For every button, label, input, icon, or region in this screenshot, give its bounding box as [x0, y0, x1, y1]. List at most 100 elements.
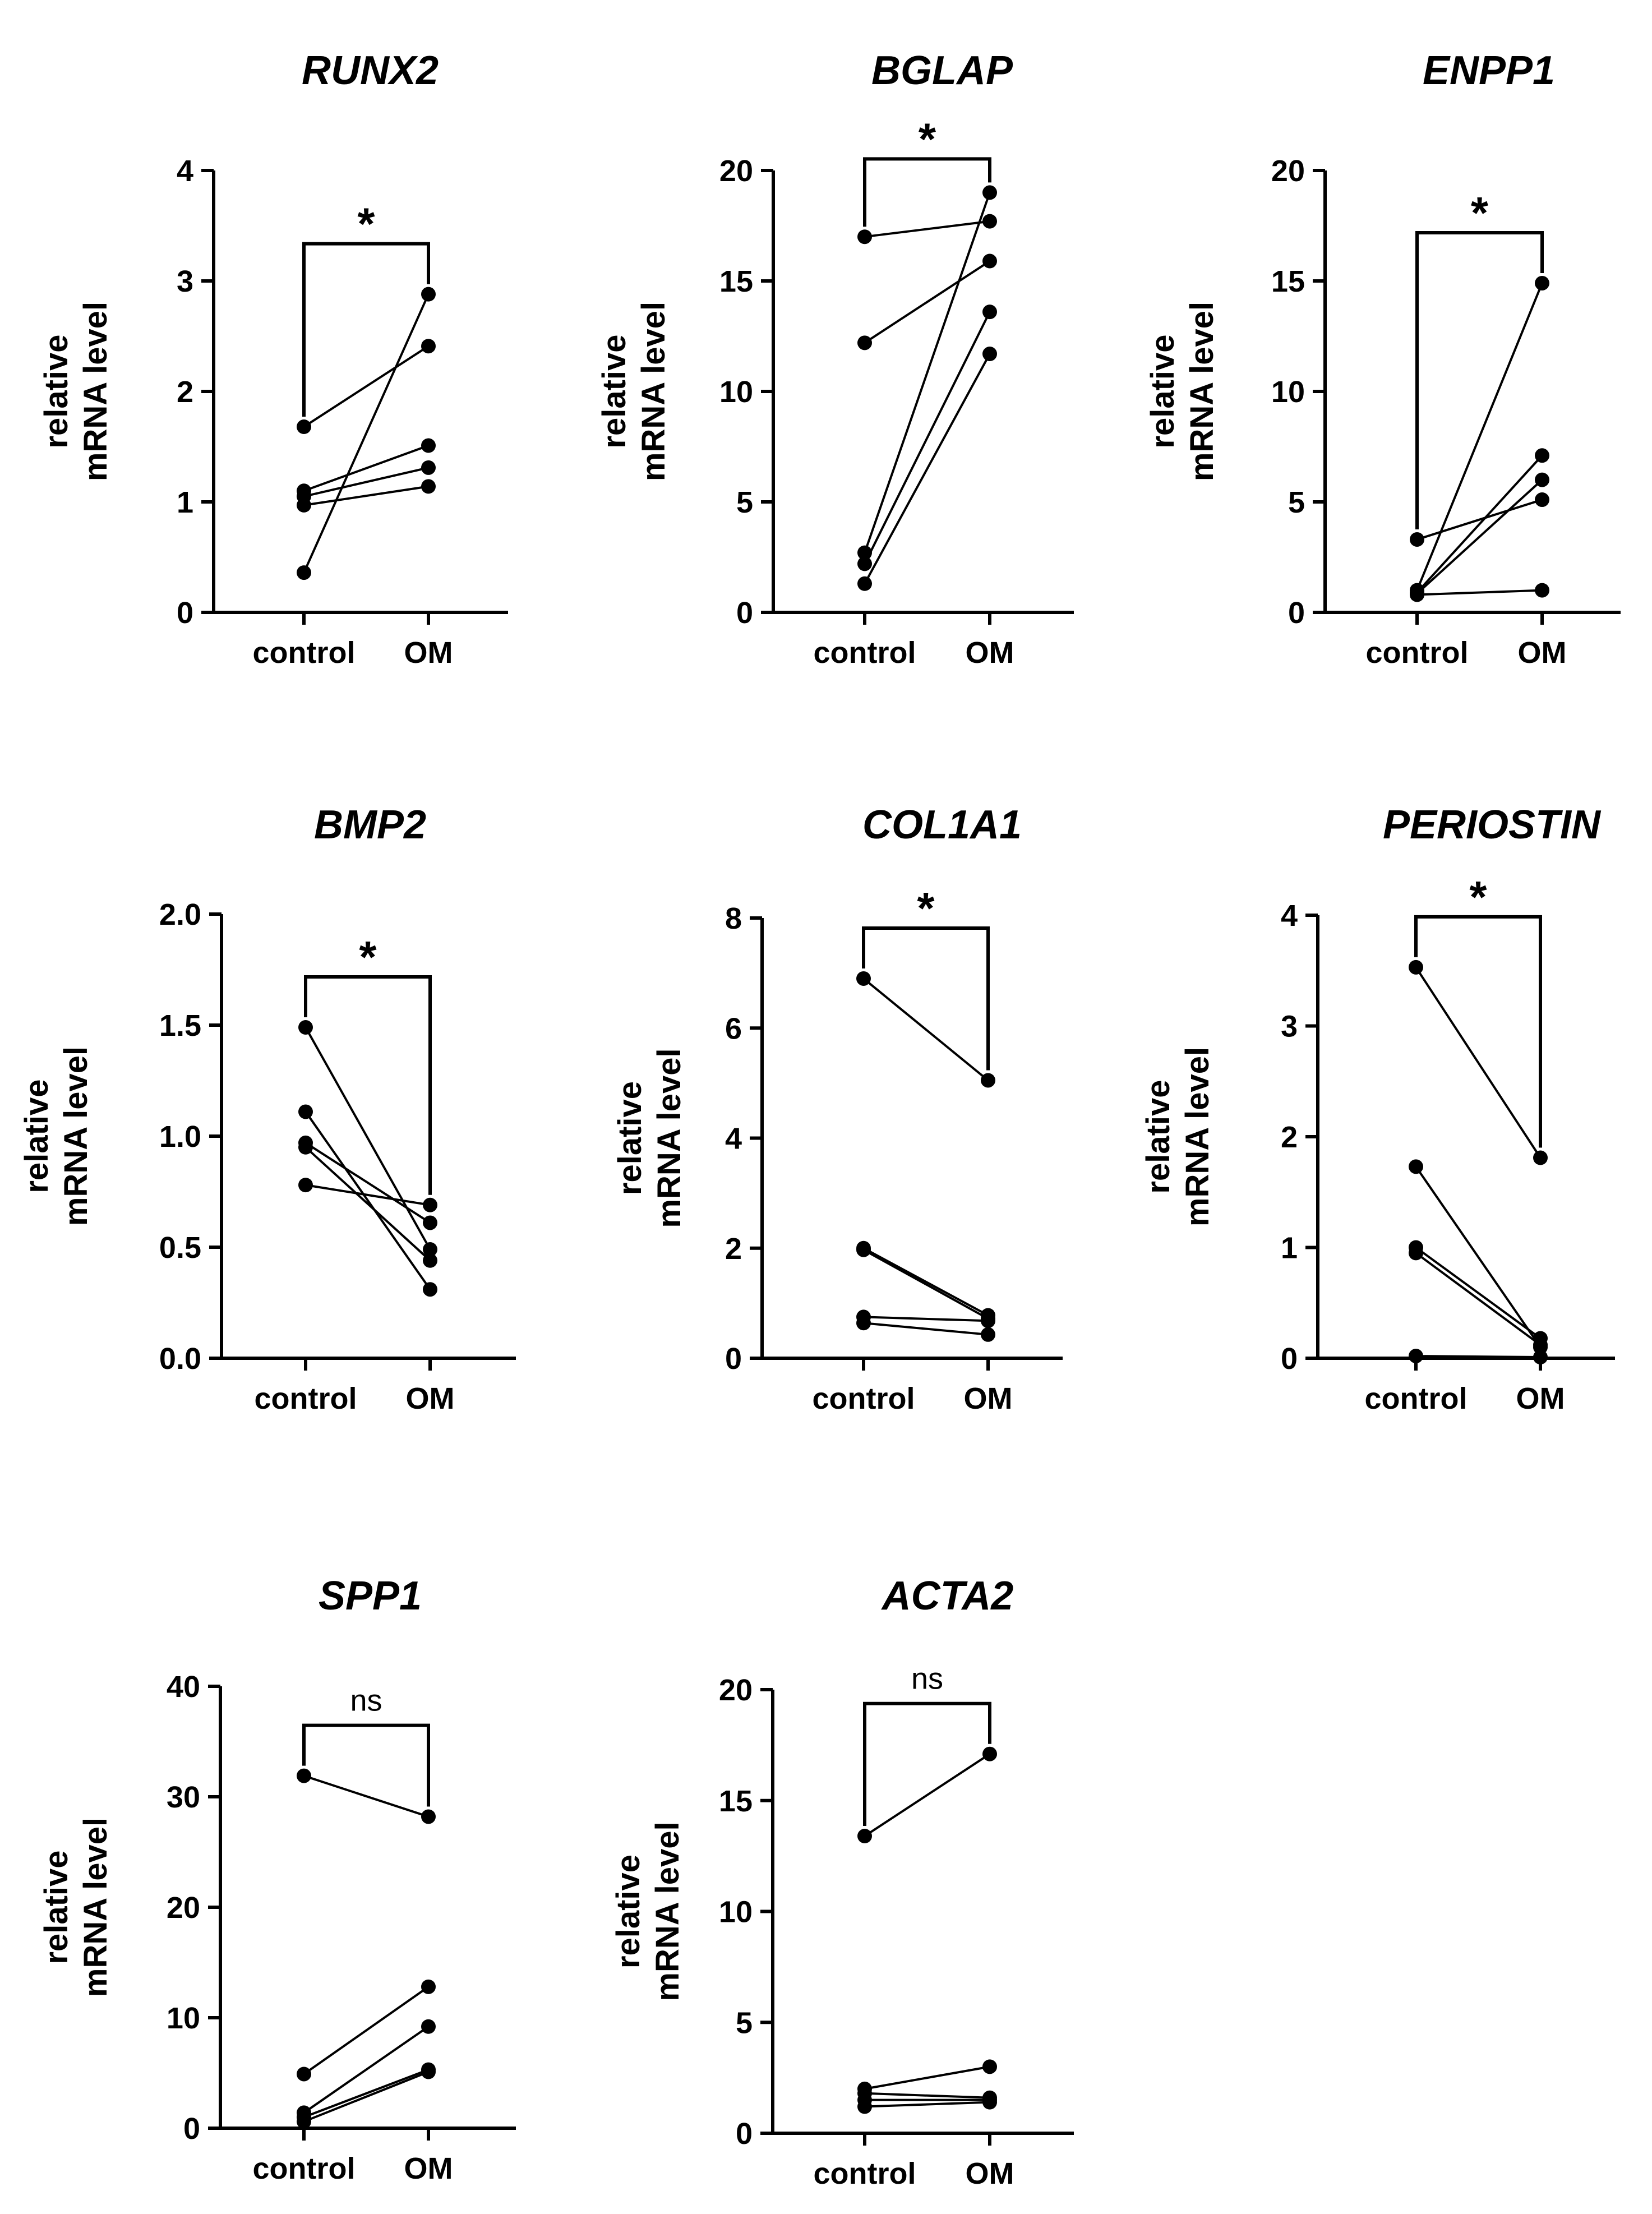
data-point-om: [423, 1242, 437, 1257]
paired-line: [862, 977, 989, 1082]
y-axis-label-line2: mRNA level: [77, 1818, 114, 1997]
significance-bracket: [304, 975, 432, 1195]
y-tick-label: 0: [725, 1342, 742, 1376]
y-tick-label: 4: [1281, 899, 1298, 933]
y-axis-label-line2: mRNA level: [1184, 302, 1220, 481]
data-point-om: [1533, 1350, 1548, 1365]
y-axis-label-line2: mRNA level: [1179, 1047, 1216, 1226]
y-axis-label-line2: mRNA level: [649, 1821, 686, 2001]
data-point-om: [982, 214, 997, 229]
paired-line: [1416, 454, 1543, 593]
data-point-control: [297, 565, 311, 580]
paired-line: [303, 1986, 430, 2075]
chart-panel-bmp2: BMP2 relative mRNA level 0.0 0.5 1.0 1.5 2.0 con…: [19, 802, 516, 1415]
data-point-control: [298, 1140, 313, 1155]
data-point-control: [298, 1020, 313, 1035]
y-axis-label-line2: mRNA level: [77, 302, 114, 481]
paired-line: [304, 1146, 431, 1262]
data-point-control: [297, 419, 311, 435]
y-tick-label: 8: [725, 902, 742, 935]
paired-line: [303, 466, 429, 498]
paired-line: [1416, 479, 1543, 594]
chart-panel-periostin: PERIOSTIN relative mRNA level 0 1 2 3 4 control O…: [1140, 802, 1615, 1415]
paired-line: [1415, 1252, 1542, 1346]
y-axis-label-line1: relative: [38, 1850, 75, 1964]
y-tick-label: 5: [736, 486, 753, 519]
y-tick-label: 20: [1271, 154, 1305, 188]
data-point-om: [421, 438, 436, 453]
y-tick-label: 2: [1281, 1120, 1298, 1154]
paired-line: [305, 1184, 431, 1206]
y-tick-label: 1: [177, 486, 193, 519]
y-tick-label: 5: [736, 2006, 753, 2040]
data-point-control: [1410, 532, 1424, 547]
data-point-om: [1535, 583, 1549, 598]
paired-line: [864, 192, 991, 554]
data-point-control: [297, 497, 311, 513]
significance-label: *: [919, 114, 936, 164]
chart-panel-bglap: BGLAP relative mRNA level 0 5 10 15 20 control OM…: [596, 48, 1074, 670]
significance-bracket: [302, 242, 430, 417]
paired-line: [864, 2092, 990, 2099]
y-tick-label: 0.0: [159, 1342, 201, 1376]
data-point-om: [982, 347, 997, 362]
data-point-om: [421, 1809, 436, 1824]
y-tick-label: 15: [719, 1784, 753, 1818]
paired-line: [303, 444, 429, 492]
y-tick-label: 2: [725, 1232, 742, 1266]
x-tick-label-control: control: [1365, 1382, 1468, 1415]
y-tick-label: 0: [183, 2112, 200, 2146]
significance-label: *: [1471, 188, 1489, 238]
chart-title: PERIOSTIN: [1383, 802, 1602, 847]
data-point-control: [297, 1768, 311, 1783]
data-point-control: [1409, 960, 1423, 975]
y-tick-label: 0: [177, 596, 193, 630]
data-point-om: [423, 1197, 437, 1212]
significance-label: *: [917, 883, 935, 933]
y-tick-label: 15: [1271, 265, 1305, 298]
data-point-control: [297, 2114, 311, 2129]
y-tick-label: 2.0: [159, 898, 201, 931]
chart-title: BGLAP: [871, 48, 1013, 93]
y-tick-label: 3: [1281, 1010, 1298, 1044]
data-point-control: [857, 229, 872, 245]
paired-line: [303, 345, 430, 428]
chart-title: RUNX2: [302, 48, 439, 93]
y-tick-label: 0: [1288, 596, 1305, 630]
paired-line: [1415, 966, 1542, 1159]
data-point-om: [421, 339, 436, 354]
x-tick-label-om: OM: [1516, 1382, 1565, 1415]
x-tick-label-om: OM: [964, 1382, 1013, 1415]
data-point-om: [982, 253, 997, 269]
paired-line: [1415, 1246, 1542, 1340]
data-point-om: [982, 2095, 997, 2110]
data-point-om: [421, 287, 436, 302]
data-point-om: [423, 1282, 437, 1297]
chart-title: BMP2: [314, 802, 426, 847]
data-point-om: [421, 479, 436, 494]
y-tick-label: 5: [1288, 486, 1305, 519]
paired-line: [863, 1322, 989, 1336]
data-point-control: [857, 2099, 872, 2114]
data-point-om: [982, 1746, 997, 1761]
chart-title: COL1A1: [862, 802, 1022, 847]
y-tick-label: 10: [1271, 375, 1305, 409]
y-tick-label: 20: [719, 154, 753, 188]
y-tick-label: 10: [719, 1895, 753, 1929]
data-point-control: [857, 1829, 872, 1844]
x-tick-label-om: OM: [1518, 636, 1567, 670]
data-point-om: [1535, 492, 1549, 508]
paired-line: [1416, 283, 1543, 591]
data-point-control: [856, 971, 871, 986]
data-point-om: [421, 2064, 436, 2079]
y-tick-label: 0: [736, 2117, 753, 2151]
data-point-om: [423, 1215, 437, 1230]
paired-line: [864, 260, 991, 344]
x-tick-label-om: OM: [404, 636, 453, 670]
data-point-om: [982, 305, 997, 320]
y-tick-label: 10: [719, 375, 753, 409]
data-point-control: [857, 335, 872, 350]
y-tick-label: 20: [167, 1891, 200, 1925]
data-point-control: [856, 1316, 871, 1331]
chart-panel-col1a1: COL1A1 relative mRNA level 0 2 4 6 8 control OM *: [612, 802, 1063, 1415]
